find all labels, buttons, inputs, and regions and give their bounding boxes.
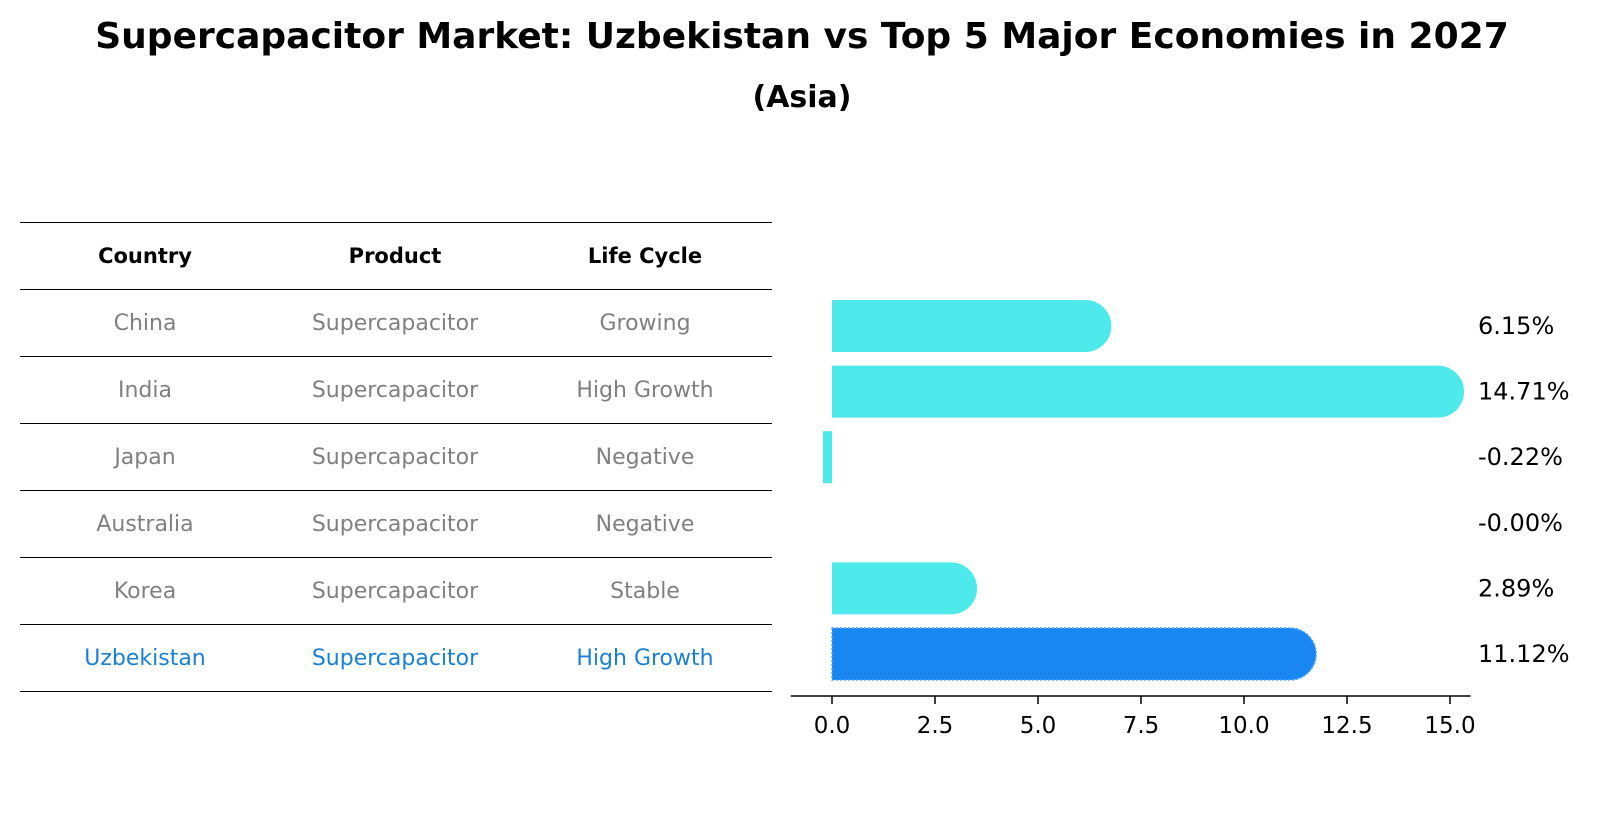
cell-life-cycle: High Growth [576,645,714,671]
x-tick-label: 15.0 [1424,713,1475,739]
market-table: Country Product Life Cycle China Superca… [20,222,772,692]
cell-country: Uzbekistan [84,645,206,671]
table-header-row: Country Product Life Cycle [20,222,772,289]
cell-country: Korea [113,578,177,604]
bar-shape [832,628,1317,680]
x-tick-label: 7.5 [1123,713,1160,739]
chart-subtitle: (Asia) [752,80,852,115]
table-row: Korea Supercapacitor Stable [20,557,772,624]
cell-product: Supercapacitor [311,645,479,671]
cell-country: Japan [114,444,176,470]
value-label: 14.71% [1478,378,1570,406]
table-row: China Supercapacitor Growing [20,289,772,356]
cell-product: Supercapacitor [311,444,479,470]
table-row: India Supercapacitor High Growth [20,356,772,423]
x-tick-label: 0.0 [814,713,851,739]
bar-outline [831,627,1317,681]
cell-life-cycle: Stable [610,578,680,604]
x-tick-label: 12.5 [1321,713,1372,739]
chart-title: Supercapacitor Market: Uzbekistan vs Top… [95,16,1509,57]
cell-country: China [113,310,177,336]
table-row: Australia Supercapacitor Negative [20,490,772,557]
bar-india [832,365,1465,418]
table-row: Japan Supercapacitor Negative [20,423,772,490]
value-label: 6.15% [1478,312,1554,340]
header-country: Country [98,244,192,268]
bar-shape [832,300,1112,352]
bar-japan [822,431,832,484]
cell-product: Supercapacitor [311,310,479,336]
x-tick-label: 2.5 [917,713,954,739]
value-label: 11.12% [1478,640,1570,668]
cell-product: Supercapacitor [311,511,479,537]
bar-korea [832,562,978,615]
cell-life-cycle: Negative [595,444,695,470]
cell-life-cycle: High Growth [576,377,714,403]
value-label: -0.22% [1478,443,1563,471]
bar-shape [822,431,832,484]
cell-life-cycle: Negative [595,511,695,537]
cell-country: Australia [96,511,194,537]
cell-product: Supercapacitor [311,578,479,604]
x-tick-label: 5.0 [1020,713,1057,739]
cell-product: Supercapacitor [311,377,479,403]
value-label: 2.89% [1478,574,1554,602]
cell-country: India [118,377,172,403]
x-tick-label: 10.0 [1218,713,1269,739]
bar-shape [832,562,978,615]
bar-shape [832,365,1465,418]
header-life-cycle: Life Cycle [587,244,703,268]
header-product: Product [348,244,442,268]
table-row-highlight: Uzbekistan Supercapacitor High Growth [20,624,772,692]
bar-china [832,300,1112,352]
bar-uzbekistan [831,627,1317,681]
value-label: -0.00% [1478,509,1563,537]
cell-life-cycle: Growing [599,310,691,336]
